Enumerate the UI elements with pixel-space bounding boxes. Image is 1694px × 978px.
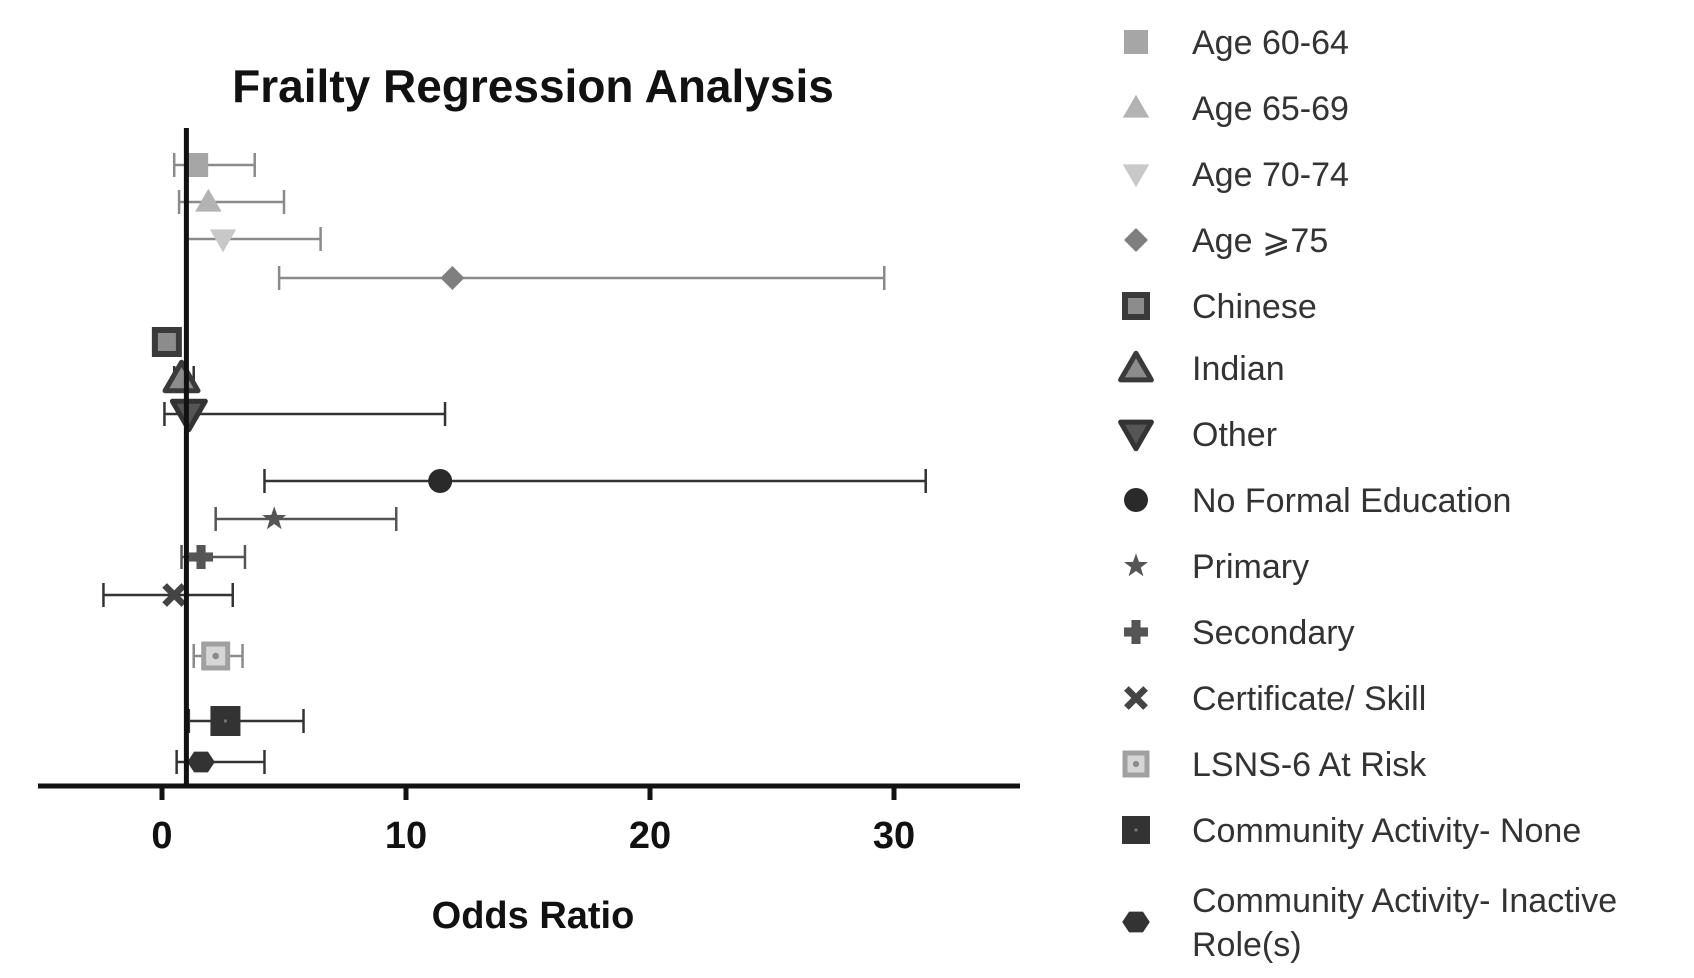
error-bar-age-70-74 xyxy=(185,227,322,251)
legend-label: Chinese xyxy=(1192,288,1317,326)
x-axis-ticks: 0 10 20 30 xyxy=(151,786,915,857)
legend-item-other: Other xyxy=(1118,416,1277,454)
legend-item-secondary: Secondary xyxy=(1124,614,1355,652)
legend-marker-age-75 xyxy=(1124,228,1148,252)
legend-marker-age-60-64 xyxy=(1124,30,1148,54)
x-tick-label: 0 xyxy=(151,815,172,857)
legend-item-certificate-skill: Certificate/ Skill xyxy=(1124,680,1426,718)
error-bar-no-formal-education xyxy=(263,469,927,493)
plot-area: Frailty Regression Analysis 0 10 20 30 Odds… xyxy=(38,60,1020,937)
x-tick-label: 30 xyxy=(873,815,915,857)
error-bar-primary xyxy=(214,507,398,531)
legend-marker-certificate-skill xyxy=(1124,686,1148,710)
point-community-activity-none xyxy=(210,706,241,736)
legend-marker-community-activity-inactive-role-s xyxy=(1122,911,1150,933)
legend-marker-primary xyxy=(1124,553,1148,577)
legend-marker-no-formal-education xyxy=(1124,488,1148,512)
legend-label: Indian xyxy=(1192,350,1285,388)
point-age-65-69 xyxy=(195,188,222,212)
point-primary xyxy=(262,506,287,530)
legend-label: Primary xyxy=(1192,548,1309,586)
legend-item-age-65-69: Age 65-69 xyxy=(1122,90,1349,128)
legend-label: Community Activity- Inactive xyxy=(1192,882,1617,920)
point-lsns-6-at-risk xyxy=(201,641,231,671)
legend-marker-age-70-74 xyxy=(1122,164,1150,188)
legend-item-community-activity-inactive-role-s: Community Activity- Inactive Role(s) xyxy=(1122,882,1617,964)
point-chinese xyxy=(151,327,182,357)
legend-marker-secondary xyxy=(1124,620,1148,644)
legend-label: Other xyxy=(1192,416,1277,454)
legend-label: Age 70-74 xyxy=(1192,156,1349,194)
legend-marker-indian xyxy=(1118,350,1154,383)
x-tick-label: 20 xyxy=(629,815,671,857)
legend-marker-age-65-69 xyxy=(1122,94,1150,118)
point-no-formal-education xyxy=(428,469,453,493)
error-bar-age-75 xyxy=(277,266,886,290)
legend-item-primary: Primary xyxy=(1124,548,1309,586)
legend: Age 60-64 Age 65-69 Age 70-74 Age ⩾75 Chines… xyxy=(1118,24,1617,964)
series-marks-group xyxy=(102,153,927,774)
error-bar-certificate-skill xyxy=(102,583,235,607)
point-age-75 xyxy=(440,266,465,290)
legend-item-indian: Indian xyxy=(1118,350,1285,388)
legend-label: Secondary xyxy=(1192,614,1355,652)
legend-label: Certificate/ Skill xyxy=(1192,680,1426,718)
point-age-70-74 xyxy=(209,229,237,253)
legend-item-no-formal-education: No Formal Education xyxy=(1124,482,1511,520)
legend-marker-community-activity-none xyxy=(1122,816,1150,844)
legend-label: Community Activity- None xyxy=(1192,812,1581,850)
error-bar-age-65-69 xyxy=(177,190,286,214)
error-bar-community-activity-none xyxy=(187,709,305,733)
legend-item-chinese: Chinese xyxy=(1122,288,1317,326)
point-certificate-skill xyxy=(162,583,187,607)
point-secondary xyxy=(189,545,214,569)
legend-items-group: Age 60-64 Age 65-69 Age 70-74 Age ⩾75 Chines… xyxy=(1118,24,1617,964)
legend-label: Role(s) xyxy=(1192,926,1302,964)
legend-marker-chinese xyxy=(1122,292,1150,320)
legend-item-age-60-64: Age 60-64 xyxy=(1124,24,1349,62)
point-community-activity-inactive-role-s xyxy=(187,751,215,773)
legend-label: Age 60-64 xyxy=(1192,24,1349,62)
legend-item-age-75: Age ⩾75 xyxy=(1124,222,1328,260)
chart-title: Frailty Regression Analysis xyxy=(232,60,834,112)
legend-item-lsns-6-at-risk: LSNS-6 At Risk xyxy=(1122,746,1427,784)
legend-item-age-70-74: Age 70-74 xyxy=(1122,156,1349,194)
legend-label: No Formal Education xyxy=(1192,482,1511,520)
legend-label: LSNS-6 At Risk xyxy=(1192,746,1427,784)
error-bar-other xyxy=(163,402,447,426)
legend-item-community-activity-none: Community Activity- None xyxy=(1122,812,1581,850)
x-tick-label: 10 xyxy=(385,815,427,857)
legend-marker-other xyxy=(1118,419,1154,452)
legend-marker-lsns-6-at-risk xyxy=(1122,750,1150,778)
legend-label: Age 65-69 xyxy=(1192,90,1349,128)
point-indian xyxy=(162,359,201,394)
x-axis-title: Odds Ratio xyxy=(432,895,635,937)
legend-label: Age ⩾75 xyxy=(1192,222,1328,260)
